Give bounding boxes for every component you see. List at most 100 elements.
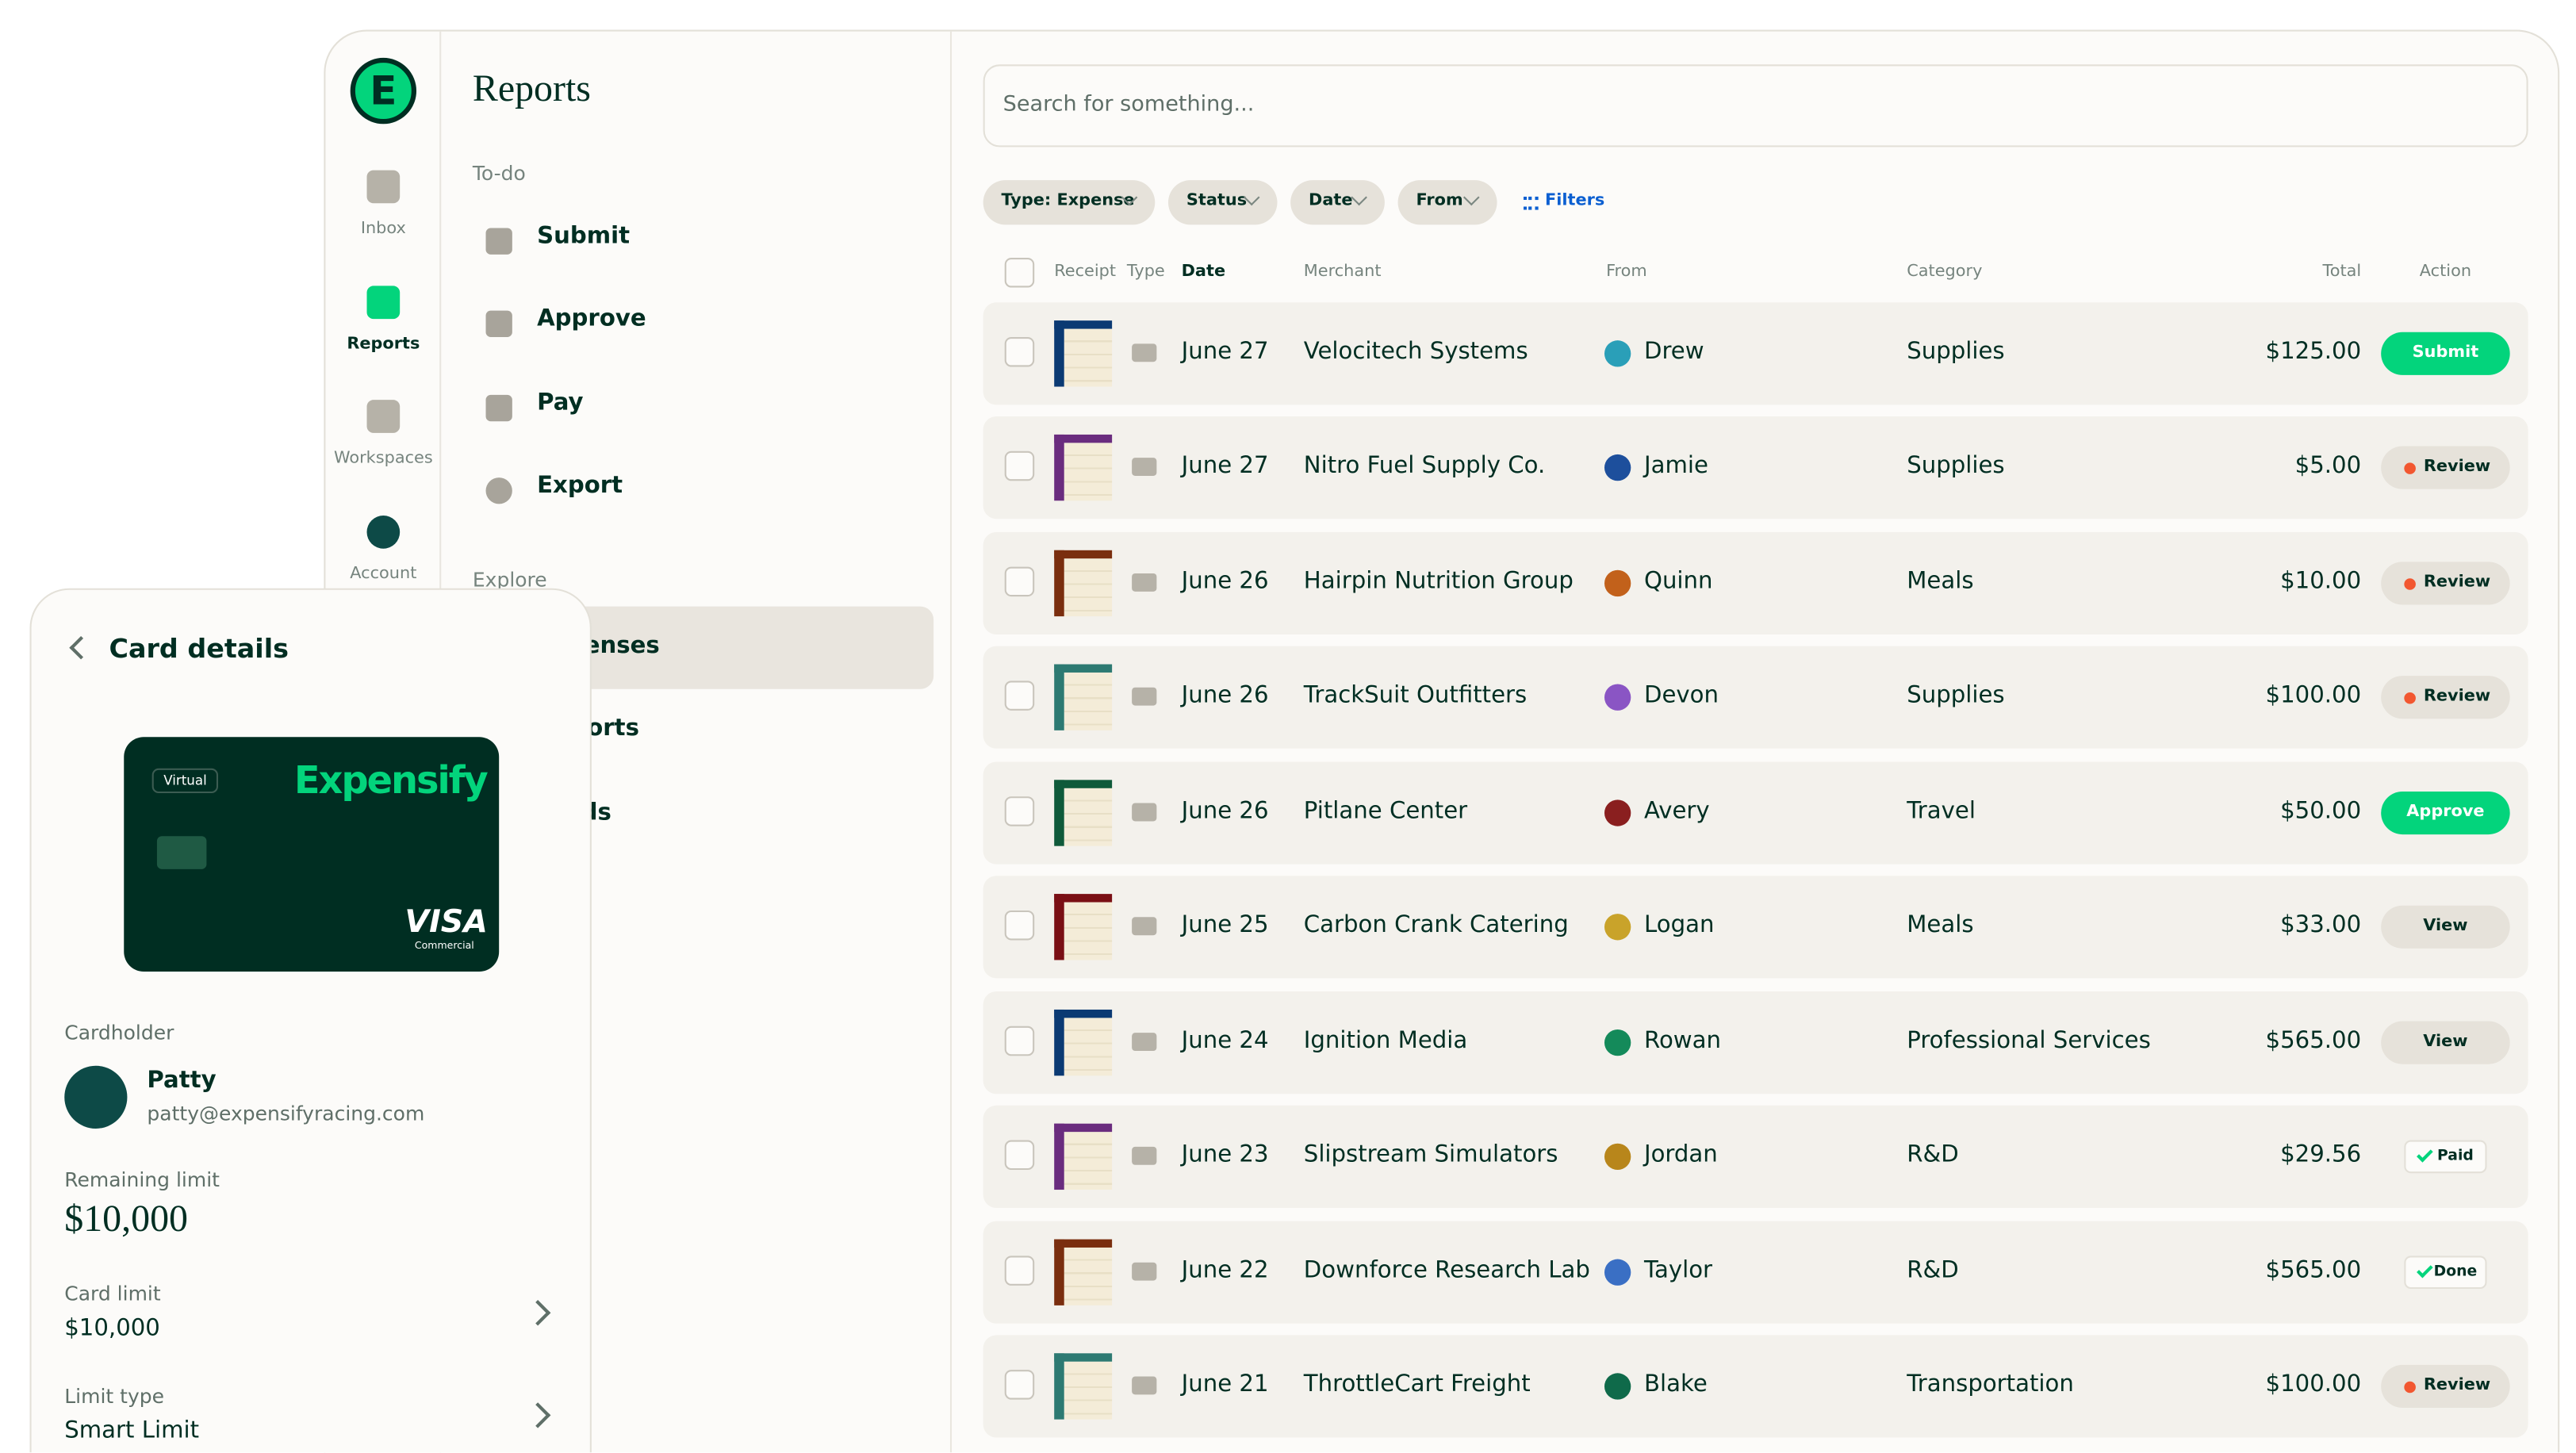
date: June 26 bbox=[1181, 567, 1269, 594]
filters-button[interactable]: Filters bbox=[1544, 191, 1605, 210]
receipt-thumb bbox=[1054, 434, 1113, 501]
menu-item[interactable]: Export bbox=[537, 472, 623, 499]
avatar bbox=[1604, 454, 1631, 481]
nav-icon[interactable] bbox=[366, 514, 401, 548]
action-button[interactable]: Done bbox=[2404, 1255, 2487, 1289]
field-value[interactable]: $10,000 bbox=[64, 1315, 160, 1342]
expense-row[interactable]: June 25 Carbon Crank Catering Logan Meals $3… bbox=[983, 876, 2528, 979]
expense-row[interactable]: June 26 TrackSuit Outfitters Devon Supplies… bbox=[983, 646, 2528, 749]
action-button[interactable]: Review bbox=[2381, 1364, 2510, 1409]
menu-icon[interactable] bbox=[485, 311, 512, 338]
checkbox[interactable] bbox=[1004, 1255, 1035, 1285]
menu-icon[interactable] bbox=[485, 228, 512, 255]
nav-icon[interactable] bbox=[366, 285, 401, 319]
action-button[interactable]: View bbox=[2381, 905, 2510, 949]
expense-row[interactable]: June 24 Ignition Media Rowan Professional S… bbox=[983, 990, 2528, 1094]
filter-chip[interactable]: Status bbox=[1167, 180, 1278, 225]
action-button[interactable]: View bbox=[2381, 1020, 2510, 1064]
action-button[interactable]: Submit bbox=[2381, 331, 2510, 374]
action-label: Approve bbox=[2406, 802, 2485, 821]
field-value[interactable]: Smart Limit bbox=[64, 1417, 200, 1444]
checkbox[interactable] bbox=[1004, 258, 1035, 288]
receipt-thumb bbox=[1054, 664, 1113, 730]
cardholder-name: Patty bbox=[147, 1067, 217, 1095]
column-header: Receipt bbox=[1054, 263, 1117, 282]
search-box[interactable]: Search for something... bbox=[983, 64, 2528, 148]
nav-icon[interactable] bbox=[366, 400, 401, 433]
expense-row[interactable]: June 26 Pitlane Center Avery Travel $50.00 Ap… bbox=[983, 761, 2528, 864]
status-dot bbox=[2404, 462, 2416, 474]
checkbox[interactable] bbox=[1004, 1140, 1035, 1171]
avatar bbox=[1604, 684, 1631, 711]
action-button[interactable]: Paid bbox=[2404, 1140, 2487, 1174]
action-button[interactable]: Review bbox=[2381, 676, 2510, 719]
back-chevron[interactable] bbox=[69, 635, 93, 660]
menu-item[interactable]: Approve bbox=[537, 306, 646, 333]
expense-area: Search for something... Type: Expense Stat… bbox=[952, 32, 2558, 1453]
from: Jamie bbox=[1643, 452, 1708, 480]
check-icon bbox=[2417, 1260, 2433, 1278]
category: R&D bbox=[1907, 1141, 1959, 1168]
checkbox[interactable] bbox=[1004, 1370, 1035, 1400]
date: June 21 bbox=[1181, 1371, 1269, 1398]
checkbox[interactable] bbox=[1004, 450, 1035, 481]
nav-icon[interactable] bbox=[366, 170, 401, 204]
checkbox[interactable] bbox=[1004, 1025, 1035, 1056]
receipt-thumb bbox=[1054, 894, 1113, 960]
action-button[interactable]: Review bbox=[2381, 446, 2510, 489]
receipt-thumb bbox=[1054, 1123, 1113, 1190]
status-dot bbox=[2404, 1381, 2416, 1394]
date: June 27 bbox=[1181, 338, 1269, 365]
action-button[interactable]: Review bbox=[2381, 561, 2510, 604]
checkbox[interactable] bbox=[1004, 680, 1035, 711]
filter-chip[interactable]: Date bbox=[1290, 180, 1385, 225]
logo: E bbox=[350, 57, 417, 125]
checkbox[interactable] bbox=[1004, 910, 1035, 941]
expense-row[interactable]: June 27 Velocitech Systems Drew Supplies $12… bbox=[983, 301, 2528, 404]
menu-item[interactable]: Submit bbox=[537, 223, 631, 250]
action-button[interactable]: Approve bbox=[2381, 790, 2510, 834]
merchant: Ignition Media bbox=[1303, 1026, 1468, 1054]
action-label: Review bbox=[2423, 1376, 2491, 1395]
expense-row[interactable]: June 23 Slipstream Simulators Jordan R&D $29… bbox=[983, 1105, 2528, 1208]
expense-row[interactable]: June 27 Nitro Fuel Supply Co. Jamie Supplie… bbox=[983, 416, 2528, 519]
action-label: Review bbox=[2423, 458, 2491, 477]
nav-label[interactable]: Account bbox=[350, 564, 417, 583]
merchant: Velocitech Systems bbox=[1303, 338, 1528, 365]
type-icon bbox=[1132, 917, 1157, 936]
merchant: Hairpin Nutrition Group bbox=[1303, 567, 1574, 594]
checkbox[interactable] bbox=[1004, 796, 1035, 826]
menu-icon[interactable] bbox=[485, 477, 512, 504]
expense-row[interactable]: June 26 Hairpin Nutrition Group Quinn Meals… bbox=[983, 531, 2528, 634]
nav-label[interactable]: Reports bbox=[347, 334, 420, 353]
receipt-thumb bbox=[1054, 1238, 1113, 1305]
menu-item[interactable]: Pay bbox=[537, 389, 584, 416]
status-dot bbox=[2404, 692, 2416, 704]
row-chevron[interactable] bbox=[524, 1300, 551, 1326]
column-header: Category bbox=[1907, 263, 1983, 282]
from: Avery bbox=[1643, 797, 1710, 824]
menu-icon[interactable] bbox=[485, 394, 512, 421]
total: $125.00 bbox=[2265, 338, 2362, 365]
filter-chip[interactable]: From bbox=[1397, 180, 1497, 225]
receipt-thumb bbox=[1054, 1008, 1113, 1075]
from: Drew bbox=[1643, 338, 1704, 365]
category: Supplies bbox=[1907, 682, 2005, 709]
expense-row[interactable]: June 21 ThrottleCart Freight Blake Transpor… bbox=[983, 1335, 2528, 1438]
nav-label[interactable]: Inbox bbox=[360, 220, 406, 239]
receipt-thumb bbox=[1054, 1353, 1113, 1420]
expense-row[interactable]: June 22 Downforce Research Lab Taylor R&D $5… bbox=[983, 1220, 2528, 1323]
menu-heading: To-do bbox=[472, 162, 526, 186]
status-dot bbox=[2404, 577, 2416, 589]
filter-chip[interactable]: Type: Expense bbox=[983, 180, 1156, 225]
virtual-card: Virtual Expensify VISA Commercial bbox=[124, 737, 500, 972]
checkbox[interactable] bbox=[1004, 335, 1035, 366]
category: Meals bbox=[1907, 912, 1974, 939]
checkbox[interactable] bbox=[1004, 565, 1035, 596]
card-brand: Expensify bbox=[293, 760, 489, 803]
merchant: Nitro Fuel Supply Co. bbox=[1303, 452, 1546, 480]
chevron bbox=[1351, 189, 1367, 206]
nav-label[interactable]: Workspaces bbox=[333, 449, 433, 468]
row-chevron[interactable] bbox=[524, 1402, 551, 1428]
remaining-value: $10,000 bbox=[64, 1198, 188, 1240]
